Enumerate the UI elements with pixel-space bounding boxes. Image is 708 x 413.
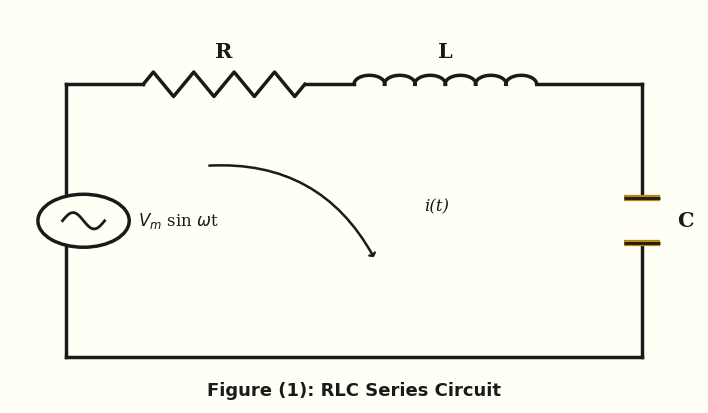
Text: C: C xyxy=(677,211,694,231)
Text: $V_m$ sin $\omega$t: $V_m$ sin $\omega$t xyxy=(137,211,218,231)
Text: L: L xyxy=(438,42,452,62)
Text: i(t): i(t) xyxy=(424,198,450,215)
Text: Figure (1): RLC Series Circuit: Figure (1): RLC Series Circuit xyxy=(207,382,501,400)
Text: R: R xyxy=(215,42,233,62)
